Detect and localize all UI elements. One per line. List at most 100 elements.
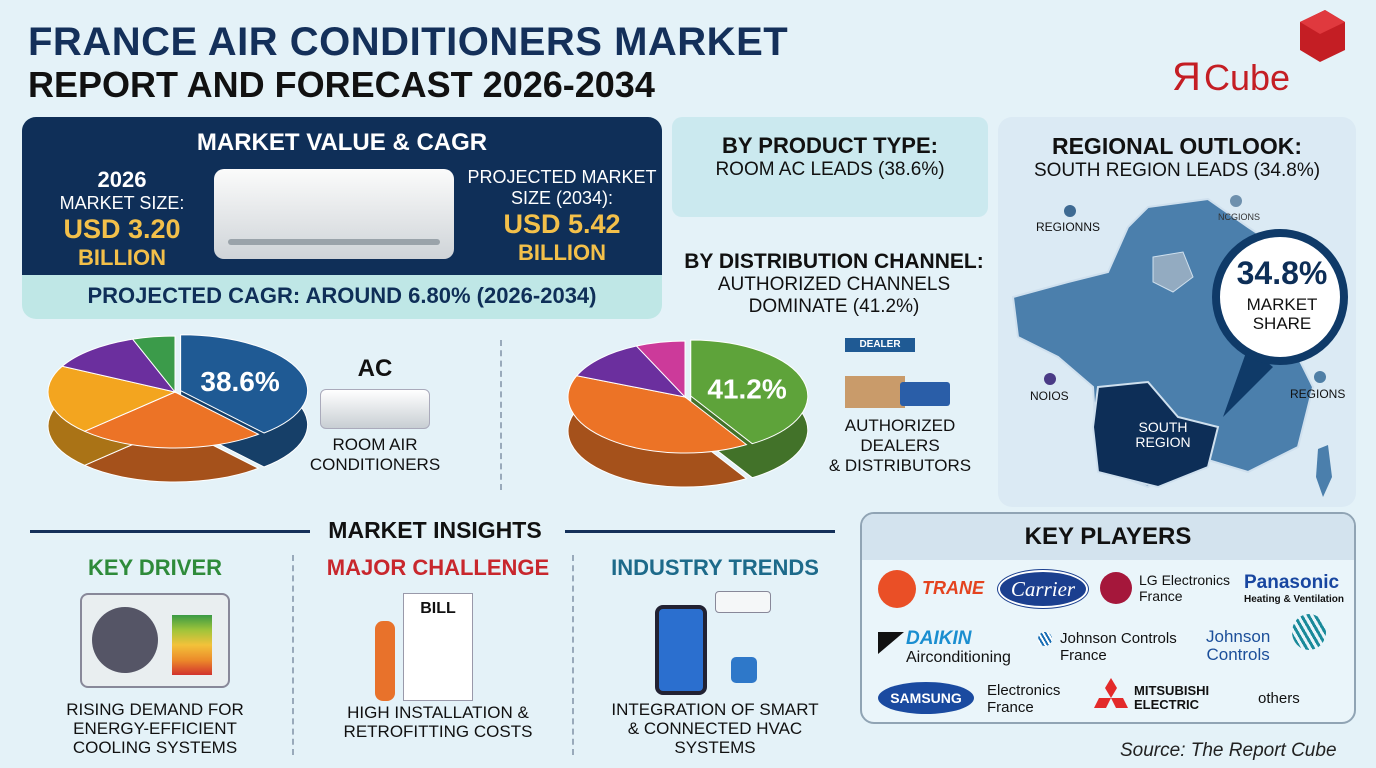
distribution-caption-3: & DISTRIBUTORS xyxy=(828,456,972,475)
player-trane: TRANE xyxy=(922,578,984,598)
market-heading: MARKET VALUE & CAGR xyxy=(196,129,488,156)
year-label: 2026 xyxy=(97,167,147,192)
projected-label-1: PROJECTED MARKET xyxy=(467,167,657,187)
player-mitsubishi-2: ELECTRIC xyxy=(1134,697,1199,712)
unit-2034: BILLION xyxy=(518,240,606,265)
share-value: 34.8% xyxy=(1236,255,1328,291)
pie-slice-green xyxy=(131,335,176,394)
pie-slice-authorized-dealers-distributors xyxy=(690,339,809,445)
player-others: others xyxy=(1258,690,1300,707)
insight-text: SYSTEMS xyxy=(674,738,756,757)
insight-text: INTEGRATION OF SMART xyxy=(611,700,819,719)
product-caption-2: CONDITIONERS xyxy=(309,455,441,474)
air-conditioner-image xyxy=(214,169,454,259)
divider xyxy=(572,555,574,755)
divider xyxy=(30,530,310,533)
svg-text:Я: Я xyxy=(1172,55,1201,99)
product-sub: ROOM AC LEADS (38.6%) xyxy=(715,159,945,180)
pie-slice-magenta xyxy=(635,340,686,399)
map-label: REGIONNS xyxy=(1036,220,1101,234)
insight-title: KEY DRIVER xyxy=(87,555,223,580)
player-samsung: SAMSUNG xyxy=(878,682,974,714)
smart-hvac-icon xyxy=(655,591,775,696)
player-lg-1: LG Electronics xyxy=(1139,572,1231,588)
player-mitsubishi-1: MITSUBISHI xyxy=(1134,683,1210,698)
bill-label: BILL xyxy=(403,593,473,701)
france-map xyxy=(1011,195,1348,497)
south-label-2: REGION xyxy=(1135,434,1191,450)
product-heading: BY PRODUCT TYPE: xyxy=(722,133,938,158)
key-players-heading: KEY PLAYERS xyxy=(862,514,1354,560)
size-label: MARKET SIZE: xyxy=(59,193,185,213)
distribution-caption-1: AUTHORIZED xyxy=(844,416,956,435)
title-line-1: FRANCE AIR CONDITIONERS MARKET xyxy=(28,20,789,64)
player-panasonic-sub: Heating & Ventilation xyxy=(1244,594,1345,605)
player-lg-2: France xyxy=(1139,588,1183,604)
pie-slice-yellow xyxy=(47,365,177,432)
energy-efficient-unit-icon xyxy=(80,593,230,688)
regional-outlook-panel: REGIONAL OUTLOOK: SOUTH REGION LEADS (34… xyxy=(998,117,1356,507)
map-label: REGIONS xyxy=(1290,387,1346,401)
insights-heading: MARKET INSIGHTS xyxy=(328,517,542,543)
regional-sub: SOUTH REGION LEADS (34.8%) xyxy=(1033,160,1321,181)
regional-heading: REGIONAL OUTLOOK: xyxy=(1051,133,1302,159)
pie-data-label: 41.2% xyxy=(707,373,786,404)
room-ac-icon xyxy=(320,389,430,429)
ac-label: AC xyxy=(357,355,393,382)
divider xyxy=(500,340,502,490)
report-cube-logo: Я Cube xyxy=(1170,10,1360,100)
johnson-controls-icon xyxy=(1038,632,1052,646)
product-caption-1: ROOM AIR xyxy=(332,435,418,454)
market-value-panel: MARKET VALUE & CAGR 2026 MARKET SIZE: US… xyxy=(22,117,662,319)
source-text: Source: The Report Cube xyxy=(1120,740,1337,761)
player-jc-1: Johnson xyxy=(1206,627,1271,646)
key-players-panel: KEY PLAYERS TRANE Carrier LG Electronics… xyxy=(860,512,1356,724)
map-label: NCGIONS xyxy=(1218,212,1261,222)
player-jcf-2: France xyxy=(1060,647,1107,664)
south-label-1: SOUTH xyxy=(1138,419,1188,435)
insight-text: & CONNECTED HVAC xyxy=(627,719,803,738)
cagr-text: PROJECTED CAGR: AROUND 6.80% (2026-2034) xyxy=(87,283,597,308)
divider xyxy=(292,555,294,755)
lg-logo-icon xyxy=(1100,572,1132,604)
divider xyxy=(565,530,835,533)
insight-key-driver: KEY DRIVER RISING DEMAND FOR ENERGY-EFFI… xyxy=(40,555,270,757)
value-2034: USD 5.42 xyxy=(503,209,621,239)
insight-text: ENERGY-EFFICIENT xyxy=(73,719,237,738)
player-carrier: Carrier xyxy=(997,569,1089,609)
insight-major-challenge: MAJOR CHALLENGE BILL HIGH INSTALLATION &… xyxy=(318,555,558,741)
distribution-sub-2: DOMINATE (41.2%) xyxy=(748,296,920,317)
player-daikin: DAIKIN xyxy=(906,628,972,649)
projected-label-2: SIZE (2034): xyxy=(510,188,614,208)
player-daikin-sub: Airconditioning xyxy=(906,649,1011,666)
south-region xyxy=(1091,380,1220,489)
insight-title: MAJOR CHALLENGE xyxy=(326,555,550,580)
insight-text: RETROFITTING COSTS xyxy=(343,722,533,741)
value-2026: USD 3.20 xyxy=(63,214,181,244)
player-samsung-sub-2: France xyxy=(987,699,1034,716)
market-share-callout xyxy=(1212,229,1348,365)
callout-pointer xyxy=(1223,347,1273,417)
pie-slice-orange xyxy=(567,375,748,454)
product-type-panel: BY PRODUCT TYPE: ROOM AC LEADS (38.6%) xyxy=(672,117,988,217)
daikin-logo-icon xyxy=(878,632,904,654)
share-label-1: MARKET xyxy=(1246,295,1318,314)
mitsubishi-logo-icon xyxy=(1094,678,1128,708)
distribution-caption-2: DEALERS xyxy=(860,436,940,455)
player-jcf-1: Johnson Controls xyxy=(1060,630,1177,647)
pie-slice-room-air-conditioners xyxy=(180,334,309,434)
paris-region xyxy=(1152,251,1194,293)
distribution-pie-chart: 41.2% xyxy=(567,339,809,488)
product-type-pie-chart: 38.6% xyxy=(47,334,309,483)
distribution-sub-1: AUTHORIZED CHANNELS xyxy=(717,274,951,295)
pie-slice-orange xyxy=(83,391,260,449)
dealer-sign: DEALER xyxy=(845,338,915,352)
insight-text: COOLING SYSTEMS xyxy=(72,738,238,757)
title-line-2: REPORT AND FORECAST 2026-2034 xyxy=(28,64,655,105)
distribution-heading: BY DISTRIBUTION CHANNEL: xyxy=(684,250,984,273)
player-panasonic: Panasonic xyxy=(1244,572,1340,593)
bill-icon: BILL xyxy=(363,593,513,703)
player-samsung-sub-1: Electronics xyxy=(987,682,1061,699)
insight-industry-trends: INDUSTRY TRENDS INTEGRATION OF SMART & C… xyxy=(600,555,830,757)
share-label-2: SHARE xyxy=(1252,314,1312,333)
